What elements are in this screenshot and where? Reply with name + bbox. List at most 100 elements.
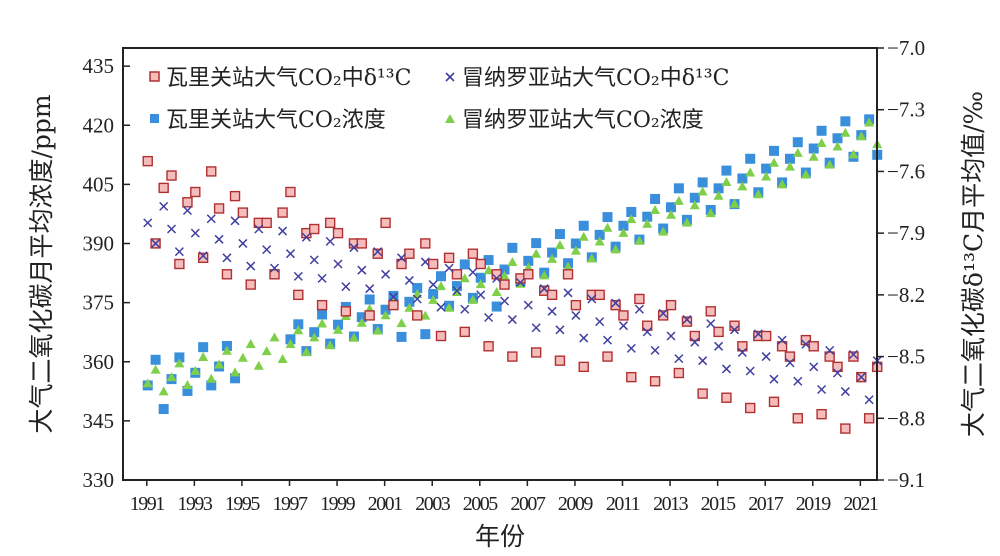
point-waliguan-d13c <box>848 351 859 362</box>
point-waliguan-d13c <box>285 186 296 198</box>
point-maunaloa-co2 <box>483 265 494 275</box>
point-waliguan-co2 <box>816 125 827 136</box>
point-maunaloa-d13c <box>190 228 200 238</box>
point-waliguan-co2 <box>673 183 684 194</box>
point-waliguan-co2 <box>309 327 320 338</box>
point-maunaloa-d13c <box>174 247 184 257</box>
point-maunaloa-d13c <box>729 325 740 335</box>
point-waliguan-d13c <box>245 279 256 290</box>
point-maunaloa-co2 <box>753 189 764 199</box>
point-waliguan-d13c <box>745 402 756 414</box>
point-maunaloa-co2 <box>301 346 312 356</box>
point-maunaloa-d13c <box>745 366 755 376</box>
point-waliguan-co2 <box>317 309 328 320</box>
point-waliguan-co2 <box>737 173 748 184</box>
point-waliguan-co2 <box>198 342 209 353</box>
point-waliguan-d13c <box>776 341 788 352</box>
point-maunaloa-d13c <box>563 288 573 298</box>
point-waliguan-d13c <box>340 306 352 317</box>
point-maunaloa-co2 <box>570 245 581 255</box>
point-waliguan-d13c <box>404 248 415 259</box>
legend-label-waliguan-d13c: 瓦里关站大气CO₂中δ¹³C <box>166 66 411 91</box>
point-waliguan-d13c <box>768 396 780 408</box>
point-waliguan-d13c <box>832 361 843 373</box>
point-maunaloa-co2 <box>396 318 407 328</box>
point-maunaloa-co2 <box>206 373 217 383</box>
point-waliguan-co2 <box>396 331 407 342</box>
point-waliguan-co2 <box>626 206 637 217</box>
point-waliguan-co2 <box>412 283 423 294</box>
point-waliguan-co2 <box>832 133 843 144</box>
point-waliguan-co2 <box>333 319 344 330</box>
point-maunaloa-d13c <box>769 374 779 384</box>
point-maunaloa-co2 <box>864 117 875 127</box>
point-maunaloa-d13c <box>396 253 407 263</box>
point-maunaloa-co2 <box>499 270 510 280</box>
point-maunaloa-d13c <box>856 372 866 382</box>
point-maunaloa-co2 <box>475 279 486 289</box>
point-waliguan-co2 <box>182 385 193 396</box>
point-waliguan-co2 <box>356 312 367 323</box>
point-waliguan-d13c <box>356 238 368 249</box>
point-maunaloa-d13c <box>809 362 819 372</box>
point-waliguan-d13c <box>792 413 803 424</box>
point-maunaloa-d13c <box>143 218 153 228</box>
point-maunaloa-d13c <box>222 253 232 263</box>
point-waliguan-d13c <box>412 310 423 321</box>
point-waliguan-co2 <box>491 301 502 312</box>
point-maunaloa-d13c <box>840 387 850 397</box>
point-waliguan-co2 <box>697 177 708 188</box>
x-tick-label: 2011 <box>606 493 640 515</box>
y-right-tick-label: −7.6 <box>887 159 925 183</box>
point-waliguan-d13c <box>269 269 280 280</box>
point-maunaloa-d13c <box>602 335 613 345</box>
point-maunaloa-d13c <box>238 238 248 248</box>
point-waliguan-co2 <box>578 220 589 231</box>
point-maunaloa-co2 <box>531 248 542 258</box>
point-maunaloa-d13c <box>547 306 557 316</box>
point-maunaloa-co2 <box>650 205 661 214</box>
y-left-tick-label: 345 <box>83 409 115 433</box>
point-maunaloa-co2 <box>221 345 232 355</box>
point-waliguan-d13c <box>784 351 796 362</box>
point-waliguan-d13c <box>324 217 336 229</box>
legend: 瓦里关站大气CO₂中δ¹³C 冒纳罗亚站大气CO₂中δ¹³C 瓦里关站大气CO₂… <box>149 66 729 133</box>
point-waliguan-d13c <box>863 413 875 424</box>
point-maunaloa-co2 <box>404 302 415 312</box>
point-maunaloa-co2 <box>713 190 724 200</box>
point-maunaloa-co2 <box>745 167 756 177</box>
point-maunaloa-co2 <box>705 208 716 218</box>
y-right-tick-label: −9.1 <box>887 468 925 492</box>
point-waliguan-co2 <box>475 272 486 283</box>
point-maunaloa-d13c <box>634 304 644 314</box>
point-maunaloa-d13c <box>523 300 533 310</box>
point-maunaloa-co2 <box>824 159 835 169</box>
point-maunaloa-d13c <box>499 296 510 306</box>
point-maunaloa-co2 <box>214 359 225 369</box>
point-maunaloa-co2 <box>253 360 264 370</box>
point-waliguan-co2 <box>420 329 431 340</box>
point-waliguan-d13c <box>824 351 835 362</box>
point-maunaloa-d13c <box>206 214 216 224</box>
point-maunaloa-co2 <box>277 353 288 363</box>
point-maunaloa-co2 <box>261 346 272 356</box>
point-maunaloa-d13c <box>293 271 303 281</box>
point-maunaloa-d13c <box>642 327 652 337</box>
point-maunaloa-co2 <box>237 352 248 362</box>
point-maunaloa-d13c <box>317 273 327 283</box>
point-maunaloa-co2 <box>689 200 700 210</box>
point-maunaloa-co2 <box>372 325 383 335</box>
y-left-tick-label: 360 <box>83 350 115 374</box>
point-maunaloa-co2 <box>808 151 819 161</box>
x-tick-label: 1993 <box>177 493 213 515</box>
point-maunaloa-d13c <box>444 263 454 273</box>
point-waliguan-co2 <box>594 229 605 240</box>
point-maunaloa-d13c <box>618 321 628 331</box>
point-waliguan-co2 <box>150 354 161 365</box>
point-maunaloa-co2 <box>293 325 304 335</box>
y-left-tick-label: 420 <box>83 113 115 137</box>
point-maunaloa-d13c <box>698 356 708 366</box>
point-waliguan-d13c <box>237 207 249 218</box>
point-maunaloa-d13c <box>404 275 414 285</box>
